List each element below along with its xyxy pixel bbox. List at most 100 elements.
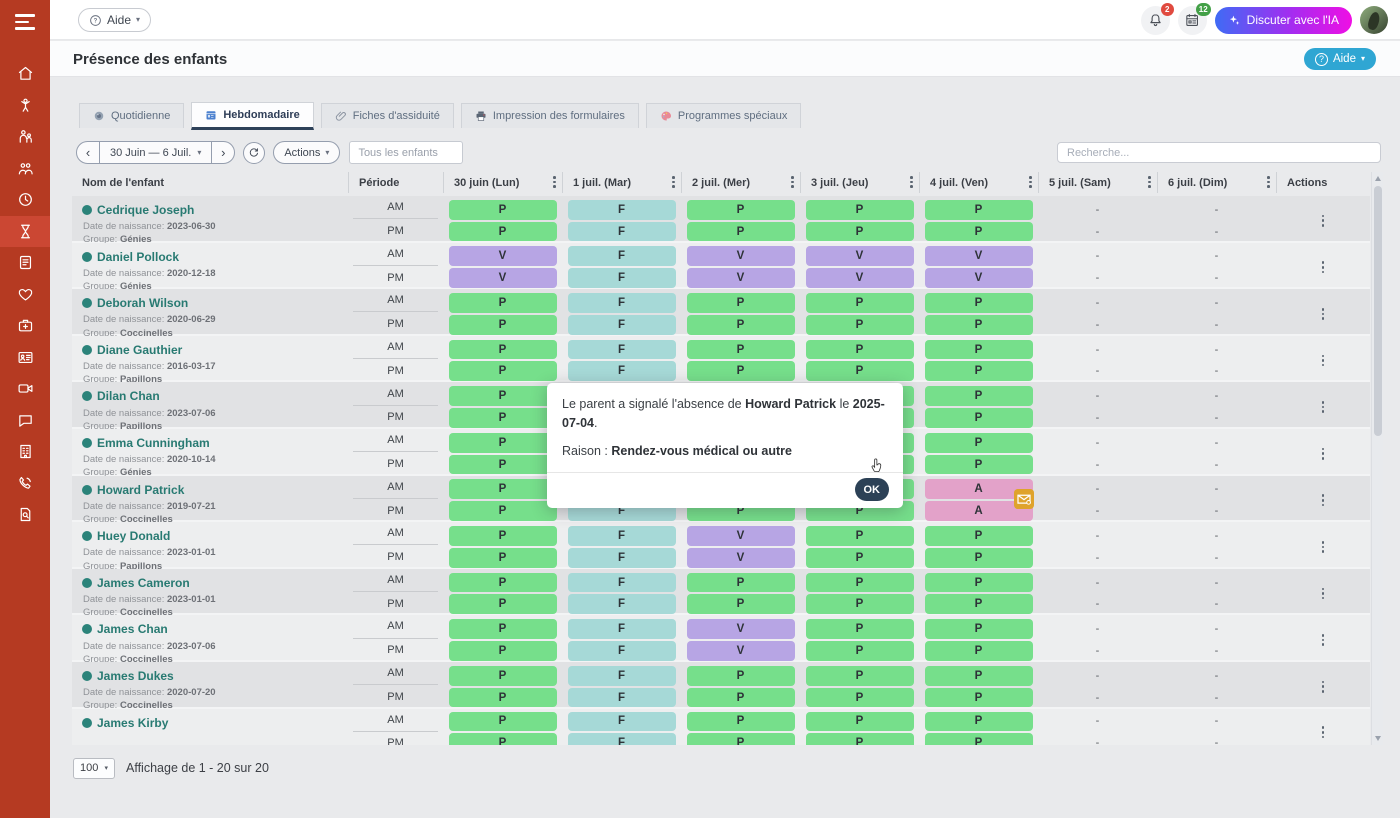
attendance-cell-pm-P[interactable]: P bbox=[686, 221, 795, 242]
absence-note-icon[interactable] bbox=[1014, 489, 1034, 510]
attendance-cell-pm-P[interactable]: P bbox=[448, 547, 557, 568]
attendance-cell-pm-F[interactable]: F bbox=[567, 268, 676, 289]
attendance-cell-pm-V[interactable]: V bbox=[924, 268, 1033, 289]
row-actions-button[interactable] bbox=[1276, 196, 1370, 245]
sidebar-item-chat-bubble[interactable] bbox=[0, 405, 50, 437]
inbox-button[interactable]: 12 bbox=[1177, 2, 1211, 35]
tab-fiches-d-assiduit-[interactable]: Fiches d'assiduité bbox=[320, 103, 454, 128]
sidebar-item-building[interactable] bbox=[0, 436, 50, 468]
child-name[interactable]: James Chan bbox=[97, 622, 168, 637]
attendance-cell-am-P[interactable]: P bbox=[448, 293, 557, 313]
attendance-cell-pm-P[interactable]: P bbox=[686, 594, 795, 615]
attendance-cell-pm-P[interactable]: P bbox=[686, 733, 795, 745]
child-name[interactable]: James Dukes bbox=[97, 668, 174, 683]
attendance-cell-pm-P[interactable]: P bbox=[924, 221, 1033, 242]
row-actions-button[interactable] bbox=[1276, 382, 1370, 431]
attendance-cell-pm-P[interactable]: P bbox=[924, 641, 1033, 661]
search-input[interactable] bbox=[1057, 142, 1381, 163]
attendance-cell-pm-P[interactable]: P bbox=[448, 687, 557, 708]
attendance-cell-am-P[interactable]: P bbox=[686, 665, 795, 686]
attendance-cell-am-P[interactable]: P bbox=[924, 711, 1033, 732]
attendance-cell-am-P[interactable]: P bbox=[448, 432, 557, 453]
child-name[interactable]: Diane Gauthier bbox=[97, 342, 183, 357]
attendance-cell-pm-P[interactable]: P bbox=[805, 314, 914, 335]
column-menu-icon[interactable] bbox=[910, 176, 913, 188]
sidebar-item-first-aid[interactable] bbox=[0, 310, 50, 342]
attendance-cell-am-P[interactable]: P bbox=[924, 665, 1033, 686]
sidebar-item-video-camera[interactable] bbox=[0, 373, 50, 405]
attendance-cell-am-P[interactable]: P bbox=[805, 619, 914, 640]
child-name[interactable]: James Cameron bbox=[97, 575, 190, 590]
attendance-cell-pm-P[interactable]: P bbox=[448, 641, 557, 661]
column-menu-icon[interactable] bbox=[672, 176, 675, 188]
attendance-cell-pm-P[interactable]: P bbox=[805, 641, 914, 661]
attendance-cell-am-F[interactable]: F bbox=[567, 572, 676, 593]
sidebar-item-people[interactable] bbox=[0, 153, 50, 185]
row-actions-button[interactable] bbox=[1276, 615, 1370, 664]
sidebar-item-child[interactable] bbox=[0, 90, 50, 122]
attendance-cell-am-F[interactable]: F bbox=[567, 526, 676, 546]
attendance-cell-am-P[interactable]: P bbox=[805, 665, 914, 686]
sidebar-item-attendance-search[interactable] bbox=[0, 499, 50, 531]
attendance-cell-am-P[interactable]: P bbox=[805, 711, 914, 732]
attendance-cell-pm-F[interactable]: F bbox=[567, 687, 676, 708]
tab-impression-des-formulaires[interactable]: Impression des formulaires bbox=[460, 103, 639, 128]
tab-hebdomadaire[interactable]: Hebdomadaire bbox=[191, 102, 314, 130]
attendance-cell-am-V[interactable]: V bbox=[924, 246, 1033, 267]
sidebar-item-clock[interactable] bbox=[0, 184, 50, 216]
attendance-cell-am-V[interactable]: V bbox=[686, 526, 795, 546]
attendance-cell-am-P[interactable]: P bbox=[686, 572, 795, 593]
row-actions-button[interactable] bbox=[1276, 243, 1370, 292]
attendance-cell-am-P[interactable]: P bbox=[686, 339, 795, 360]
prev-week-button[interactable]: ‹ bbox=[77, 142, 99, 163]
child-name[interactable]: Huey Donald bbox=[97, 529, 171, 544]
attendance-cell-am-P[interactable]: P bbox=[448, 619, 557, 640]
attendance-cell-pm-P[interactable]: P bbox=[448, 501, 557, 522]
attendance-cell-am-F[interactable]: F bbox=[567, 665, 676, 686]
menu-toggle-icon[interactable] bbox=[0, 0, 50, 44]
row-actions-button[interactable] bbox=[1276, 476, 1370, 525]
tab-programmes-sp-ciaux[interactable]: Programmes spéciaux bbox=[645, 103, 802, 128]
refresh-button[interactable] bbox=[243, 141, 266, 164]
help-menu-button[interactable]: ? Aide ▾ bbox=[78, 8, 152, 32]
actions-dropdown[interactable]: Actions ▾ bbox=[273, 141, 341, 164]
attendance-cell-am-P[interactable]: P bbox=[448, 386, 557, 407]
user-avatar[interactable] bbox=[1360, 6, 1388, 34]
child-name[interactable]: Howard Patrick bbox=[97, 482, 185, 497]
attendance-cell-am-P[interactable]: P bbox=[686, 199, 795, 220]
attendance-cell-am-P[interactable]: P bbox=[924, 572, 1033, 593]
notifications-button[interactable]: 2 bbox=[1140, 2, 1174, 35]
scrollbar-thumb[interactable] bbox=[1373, 186, 1382, 436]
attendance-cell-pm-P[interactable]: P bbox=[805, 547, 914, 568]
attendance-cell-am-P[interactable]: P bbox=[686, 293, 795, 313]
attendance-cell-am-P[interactable]: P bbox=[924, 386, 1033, 407]
attendance-cell-am-P[interactable]: P bbox=[805, 572, 914, 593]
date-range-dropdown[interactable]: 30 Juin — 6 Juil. ▾ bbox=[99, 142, 213, 163]
tab-quotidienne[interactable]: Quotidienne bbox=[79, 103, 185, 128]
attendance-cell-am-P[interactable]: P bbox=[924, 526, 1033, 546]
attendance-cell-am-V[interactable]: V bbox=[805, 246, 914, 267]
child-name[interactable]: Dilan Chan bbox=[97, 389, 160, 404]
column-menu-icon[interactable] bbox=[1267, 176, 1270, 188]
children-filter-input[interactable] bbox=[349, 141, 464, 164]
attendance-cell-am-F[interactable]: F bbox=[567, 619, 676, 640]
column-menu-icon[interactable] bbox=[1148, 176, 1151, 188]
attendance-cell-am-P[interactable]: P bbox=[924, 432, 1033, 453]
column-menu-icon[interactable] bbox=[553, 176, 556, 188]
attendance-cell-am-F[interactable]: F bbox=[567, 246, 676, 267]
attendance-cell-pm-F[interactable]: F bbox=[567, 361, 676, 382]
child-name[interactable]: Emma Cunningham bbox=[97, 435, 210, 450]
attendance-cell-pm-F[interactable]: F bbox=[567, 594, 676, 615]
attendance-cell-am-P[interactable]: P bbox=[448, 526, 557, 546]
attendance-cell-am-P[interactable]: P bbox=[686, 711, 795, 732]
row-actions-button[interactable] bbox=[1276, 569, 1370, 618]
attendance-cell-pm-P[interactable]: P bbox=[805, 361, 914, 382]
column-menu-icon[interactable] bbox=[791, 176, 794, 188]
scroll-down-arrow-icon[interactable] bbox=[1374, 736, 1381, 741]
attendance-cell-pm-P[interactable]: P bbox=[924, 314, 1033, 335]
attendance-cell-pm-F[interactable]: F bbox=[567, 221, 676, 242]
attendance-cell-am-V[interactable]: V bbox=[448, 246, 557, 267]
next-week-button[interactable]: › bbox=[212, 142, 234, 163]
attendance-cell-pm-V[interactable]: V bbox=[686, 547, 795, 568]
sidebar-item-hourglass[interactable] bbox=[0, 215, 50, 247]
